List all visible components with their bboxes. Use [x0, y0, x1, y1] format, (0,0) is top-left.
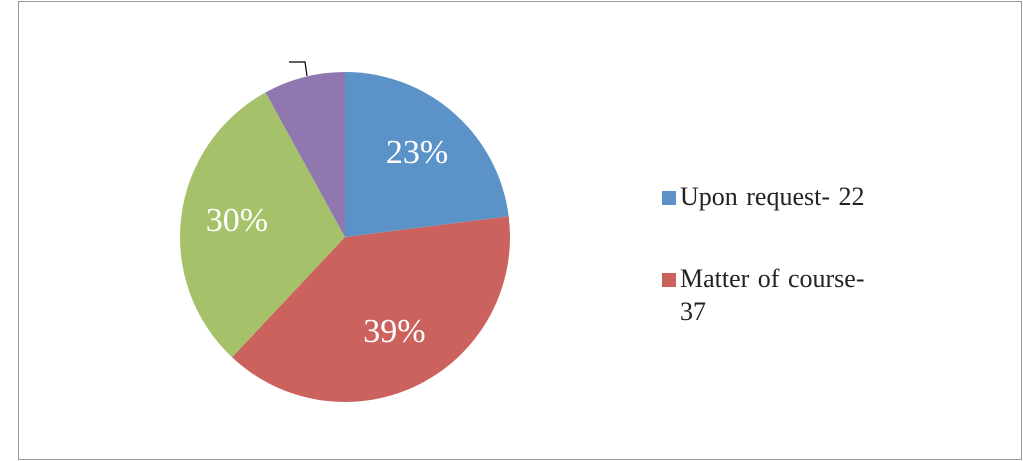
legend-label: Matter of course- 37	[680, 264, 865, 326]
pie-slice	[345, 72, 509, 237]
chart-frame	[18, 1, 1022, 460]
slice-label: 23%	[386, 134, 448, 171]
legend-item: Upon request- 22	[662, 180, 950, 213]
slice-label: 39%	[363, 313, 425, 350]
leader-line	[289, 61, 308, 77]
pie-slice	[179, 92, 345, 358]
legend-label: Upon request- 22	[680, 182, 865, 211]
legend-item: Matter of course- 37	[662, 262, 880, 328]
slice-label: 30%	[206, 202, 268, 239]
pie-slice	[232, 216, 510, 402]
pie-slice	[265, 72, 345, 237]
legend-swatch	[662, 273, 676, 287]
legend-swatch	[662, 191, 676, 205]
